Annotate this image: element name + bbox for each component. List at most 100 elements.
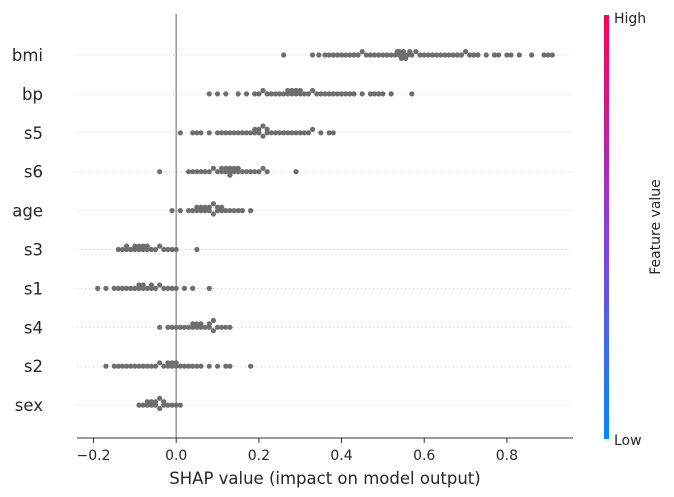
shap-point-bp: [264, 91, 270, 97]
shap-point-age: [235, 208, 241, 214]
shap-point-s2: [169, 360, 175, 366]
shap-point-bmi: [549, 52, 555, 58]
shap-point-bmi: [334, 52, 340, 58]
shap-point-s4: [206, 321, 212, 327]
shap-point-s3: [169, 246, 175, 253]
shap-point-s6: [260, 165, 266, 171]
feature-label-s6: s6: [24, 163, 43, 182]
shap-point-s5: [326, 130, 332, 136]
shap-point-bmi: [496, 52, 502, 58]
shap-point-s3: [152, 246, 159, 253]
shap-point-bmi: [384, 52, 390, 58]
shap-point-bp: [372, 91, 378, 97]
shap-point-s6: [231, 165, 237, 171]
shap-point-s2: [119, 363, 126, 369]
x-tick-label: 0.8: [496, 448, 518, 464]
shap-point-sex: [165, 402, 171, 408]
shap-point-s2: [161, 363, 167, 369]
shap-point-s4: [157, 324, 163, 330]
shap-point-s5: [310, 126, 316, 132]
shap-point-s5: [276, 130, 283, 136]
shap-point-bp: [260, 87, 266, 94]
shap-point-s5: [256, 126, 262, 132]
shap-point-bp: [338, 91, 345, 97]
shap-point-s5: [301, 130, 307, 136]
shap-point-s3: [157, 243, 163, 249]
shap-point-s5: [243, 130, 250, 136]
shap-point-s2: [165, 360, 171, 366]
shap-point-bmi: [491, 52, 498, 58]
shap-point-bp: [409, 91, 415, 97]
shap-point-s5: [297, 130, 303, 136]
shap-point-s6: [239, 169, 245, 175]
shap-point-bp: [289, 87, 295, 94]
shap-point-s5: [264, 126, 270, 132]
shap-point-s3: [124, 243, 130, 249]
shap-points: [95, 49, 555, 412]
shap-point-age: [169, 208, 175, 214]
shap-point-bp: [268, 91, 274, 97]
shap-point-s3: [132, 243, 138, 249]
shap-point-s1: [115, 285, 121, 291]
shap-point-bmi: [316, 52, 322, 58]
shap-point-s3: [128, 246, 134, 253]
shap-point-s1: [124, 285, 130, 291]
shap-point-s2: [248, 363, 254, 369]
shap-point-bmi: [380, 52, 386, 58]
shap-point-age: [248, 208, 254, 214]
shap-point-s4: [202, 324, 208, 330]
shap-point-s6: [157, 169, 163, 175]
shap-point-bp: [281, 91, 287, 97]
x-axis-label: SHAP value (impact on model output): [169, 469, 480, 488]
shap-point-s1: [148, 282, 154, 288]
shap-point-s3: [173, 246, 179, 253]
shap-point-age: [210, 211, 216, 217]
shap-point-s5: [252, 126, 258, 132]
shap-point-bmi: [508, 52, 514, 58]
shap-point-bp: [334, 91, 340, 97]
shap-point-bp: [367, 91, 374, 97]
feature-rows: bmi bp s5 s6 age s3 s1 s4 s2 sex: [12, 46, 573, 415]
feature-label-s4: s4: [24, 318, 43, 337]
shap-point-s4: [173, 324, 179, 330]
x-tick-label: 0.4: [330, 448, 352, 464]
shap-point-s6: [198, 169, 204, 175]
shap-point-s5: [235, 130, 241, 136]
shap-point-s6: [227, 172, 233, 178]
shap-point-s4: [227, 324, 233, 330]
shap-point-bp: [376, 91, 382, 97]
shap-point-s5: [206, 130, 212, 136]
shap-point-bp: [322, 91, 328, 97]
shap-point-bmi: [446, 52, 452, 58]
shap-point-age: [194, 204, 200, 210]
shap-point-s2: [124, 363, 130, 369]
shap-point-bmi: [400, 49, 407, 55]
shap-point-s5: [198, 130, 204, 136]
shap-point-s5: [194, 130, 200, 136]
shap-point-bmi: [425, 52, 431, 58]
shap-point-s4: [210, 317, 216, 324]
shap-point-s2: [194, 363, 200, 369]
shap-point-bmi: [438, 52, 444, 58]
shap-point-sex: [169, 402, 175, 408]
shap-point-s5: [285, 130, 291, 136]
shap-point-s3: [115, 246, 121, 253]
shap-point-s3: [136, 243, 142, 249]
shap-point-s6: [210, 165, 216, 171]
shap-point-s6: [202, 169, 208, 175]
colorbar: High Low Feature value: [604, 11, 664, 449]
shap-point-sex: [148, 399, 154, 405]
shap-point-s4: [214, 324, 221, 330]
shap-point-bp: [243, 91, 250, 97]
shap-point-s5: [281, 130, 287, 136]
x-axis: −0.2 0.0 0.2 0.4 0.6 0.8 SHAP value (impact o…: [77, 437, 573, 488]
shap-point-bmi: [372, 52, 378, 58]
shap-point-bmi: [376, 52, 382, 58]
shap-point-bmi: [351, 52, 357, 58]
shap-point-s4: [219, 324, 225, 330]
shap-point-s2: [173, 360, 179, 366]
shap-point-s6: [293, 169, 299, 175]
shap-point-bmi: [516, 52, 522, 58]
feature-label-sex: sex: [15, 396, 43, 415]
shap-point-s2: [144, 363, 150, 369]
